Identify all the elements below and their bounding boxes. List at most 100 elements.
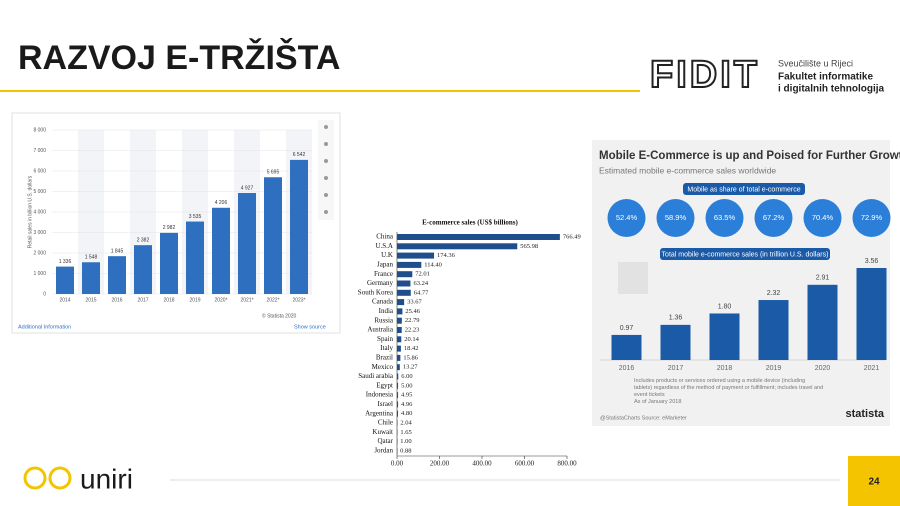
y-tick-label: 8 000 [33, 127, 46, 133]
x-tick-label: 2021* [240, 297, 253, 303]
x-tick-label: 200.00 [430, 460, 450, 468]
bar [397, 345, 401, 352]
footer-icon [23, 466, 47, 490]
share-circle [803, 199, 842, 237]
value-label: 64.77 [414, 289, 429, 296]
y-tick-label: China [376, 233, 394, 241]
value-label: 4 927 [241, 185, 254, 191]
source: @StatistaCharts Source: eMarketer [600, 415, 687, 421]
icon [324, 159, 328, 163]
bar [660, 324, 691, 360]
bar [397, 336, 402, 343]
x-tick-label: 2014 [59, 297, 70, 303]
bar [397, 289, 411, 296]
y-tick-label: Chile [378, 419, 393, 427]
y-tick-label: Australia [367, 326, 394, 334]
value-label: 6.00 [401, 373, 412, 380]
date-note: As of January 2018 [634, 398, 682, 405]
show-source[interactable]: Show source [294, 324, 326, 330]
bar [397, 447, 398, 454]
y-tick-label: Israel [377, 400, 393, 408]
y-tick-label: Egypt [376, 381, 393, 389]
y-tick-label: Qatar [377, 437, 393, 445]
value-label: 1 336 [59, 259, 72, 265]
bar [108, 256, 126, 294]
value-label: 1.80 [718, 303, 732, 310]
value-label: 1.00 [400, 438, 411, 445]
value-label: 2.91 [816, 275, 830, 282]
x-tick-label: 2017 [137, 297, 148, 303]
value-label: 4 206 [215, 200, 228, 206]
value-label: 72.01 [415, 271, 430, 278]
pill [660, 248, 830, 260]
toolbar [318, 120, 334, 220]
bar [397, 271, 413, 278]
toolbar-bg [318, 120, 334, 220]
value-label: 22.23 [405, 326, 420, 333]
x-tick-label: 2018 [163, 297, 174, 303]
value-label: 6 542 [293, 152, 306, 158]
bar [397, 382, 399, 389]
x-tick-label: 2022* [266, 297, 279, 303]
bar [82, 262, 100, 294]
bar [134, 245, 152, 294]
share-label: 67.2% [763, 213, 785, 222]
value-label: 3 535 [189, 214, 202, 220]
share-circle [754, 199, 793, 237]
x-tick-label: 2015 [85, 297, 96, 303]
footer-logo: uniri [80, 463, 133, 494]
bar [397, 410, 399, 417]
y-tick-label: 1 000 [33, 271, 46, 277]
additional-info[interactable]: Additional Information [18, 324, 71, 330]
share-label: 70.4% [812, 213, 834, 222]
sales-label: Total mobile e-commerce sales (in trilli… [662, 251, 829, 258]
value-label: 33.67 [407, 299, 422, 306]
bar [807, 284, 838, 360]
value-label: 4.80 [401, 410, 412, 417]
y-tick-label: Spain [377, 335, 393, 343]
share-circle [656, 199, 695, 237]
x-tick-label: 2023* [292, 297, 305, 303]
bar [290, 159, 308, 294]
bar [264, 177, 282, 294]
y-tick-label: Brazil [376, 354, 393, 362]
value-label: 174.36 [437, 252, 456, 259]
chart-subtitle: Estimated mobile e-commerce sales worldw… [599, 165, 776, 175]
y-tick-label: Russia [374, 316, 394, 324]
share-circle [852, 199, 891, 237]
bar [160, 232, 178, 294]
value-label: 3.56 [865, 258, 879, 265]
note: Includes products or services ordered us… [634, 378, 824, 406]
y-tick-label: Jordan [374, 447, 393, 455]
value-label: 5.00 [401, 382, 412, 389]
bar [397, 317, 402, 324]
y-tick-label: France [374, 270, 393, 278]
value-label: 2.04 [400, 419, 412, 426]
y-tick-label: 6 000 [33, 168, 46, 174]
chart-title: Mobile E-Commerce is up and Poised for F… [599, 150, 900, 162]
value-label: 2.32 [767, 290, 781, 297]
value-label: 18.42 [404, 345, 419, 352]
bar [238, 192, 256, 294]
bar [56, 266, 74, 294]
value-label: 2 382 [137, 237, 150, 243]
icon [324, 142, 328, 146]
note-text: Includes products or services ordered us… [634, 378, 824, 398]
bar [397, 373, 399, 380]
value-label: 22.79 [405, 317, 420, 324]
value-label: 1.65 [400, 429, 411, 436]
y-tick-label: 7 000 [33, 148, 46, 154]
y-tick-label: 2 000 [33, 250, 46, 256]
x-tick-label: 2016 [111, 297, 122, 303]
share-label: 52.4% [616, 213, 638, 222]
icon [324, 176, 328, 180]
x-tick-label: 2019 [189, 297, 200, 303]
value-label: 63.24 [413, 280, 428, 287]
bar [856, 268, 887, 360]
brand: statista [845, 408, 884, 420]
y-tick-label: 0 [43, 291, 46, 297]
share-label: 63.5% [714, 213, 736, 222]
footer-icon [48, 466, 72, 490]
share-circle [705, 199, 744, 237]
